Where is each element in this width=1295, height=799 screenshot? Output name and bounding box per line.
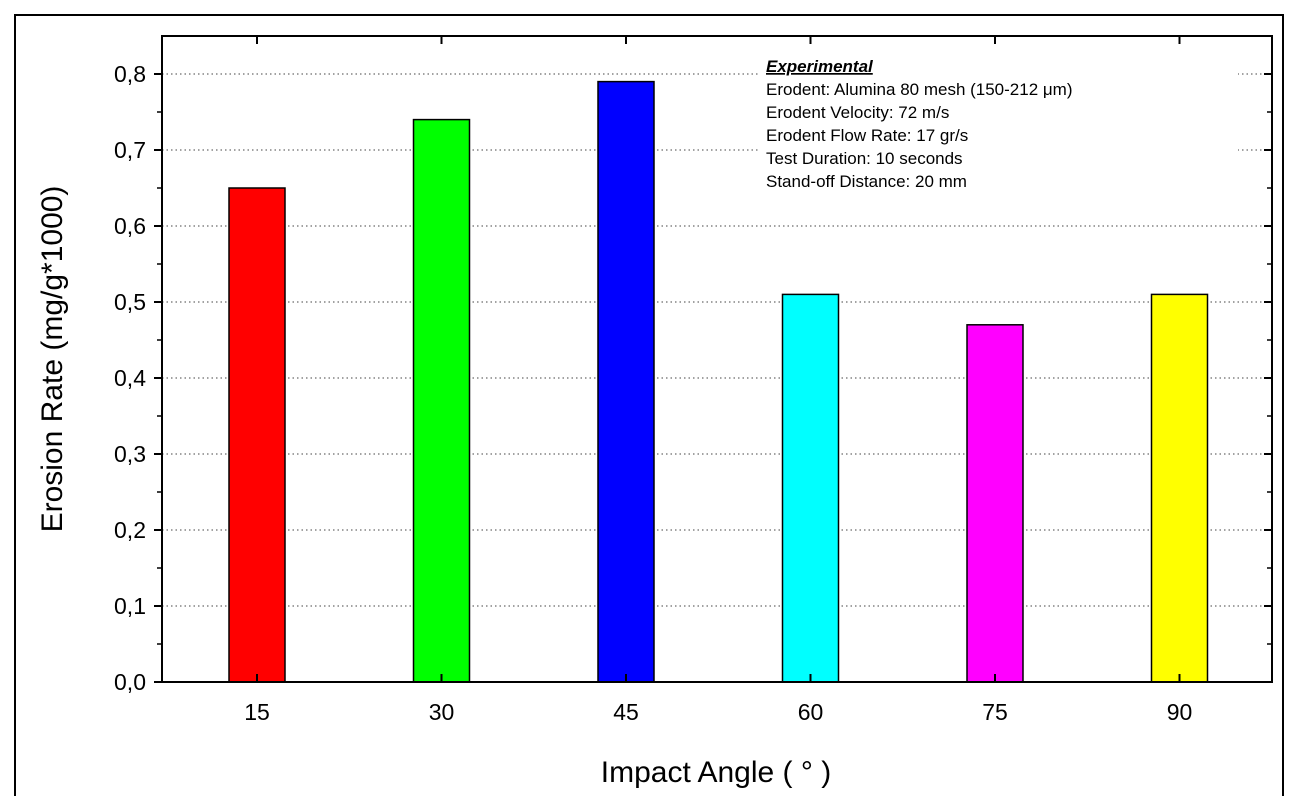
y-tick-label: 0,5 [114,289,146,315]
chart-frame [14,14,1284,796]
x-tick-label: 75 [982,699,1008,725]
bar [412,118,471,683]
x-tick-label: 60 [798,699,824,725]
y-tick-label: 0,2 [114,517,146,543]
bars [228,80,1209,683]
x-tick-label: 45 [613,699,639,725]
bar [781,293,840,683]
x-axis: 15 30 45 60 75 90 [244,36,1192,725]
y-axis-title: Erosion Rate (mg/g*1000) [36,186,69,533]
plot-area [161,35,1273,683]
bar [1150,293,1209,683]
annotation-background [760,56,1238,206]
annotation-box: Experimental Erodent: Alumina 80 mesh (1… [760,56,1238,206]
x-tick-label: 90 [1167,699,1193,725]
x-tick-label: 15 [244,699,270,725]
annotation-line: Test Duration: 10 seconds [766,149,963,168]
y-tick-label: 0,8 [114,61,146,87]
bar [597,80,655,683]
annotation-title: Experimental [766,57,874,76]
annotation-lines: Erodent: Alumina 80 mesh (150-212 μm) Ero… [766,80,1073,191]
y-tick-label: 0,3 [114,441,146,467]
annotation-line: Erodent Flow Rate: 17 gr/s [766,126,968,145]
x-tick-label: 30 [429,699,455,725]
y-tick-label: 0,1 [114,593,146,619]
y-axis: 0,0 0,1 0,2 0,3 0,4 0,5 0,6 0,7 0,8 [114,61,1272,695]
y-tick-label: 0,0 [114,669,146,695]
annotation-line: Stand-off Distance: 20 mm [766,172,967,191]
annotation-line: Erodent Velocity: 72 m/s [766,103,949,122]
y-tick-label: 0,7 [114,137,146,163]
y-tick-label: 0,4 [114,365,146,391]
bar [966,324,1024,683]
x-axis-title: Impact Angle ( ° ) [601,756,831,789]
gridlines [162,73,1272,607]
annotation-line: Erodent: Alumina 80 mesh (150-212 μm) [766,80,1073,99]
bar [228,187,286,683]
y-tick-label: 0,6 [114,213,146,239]
